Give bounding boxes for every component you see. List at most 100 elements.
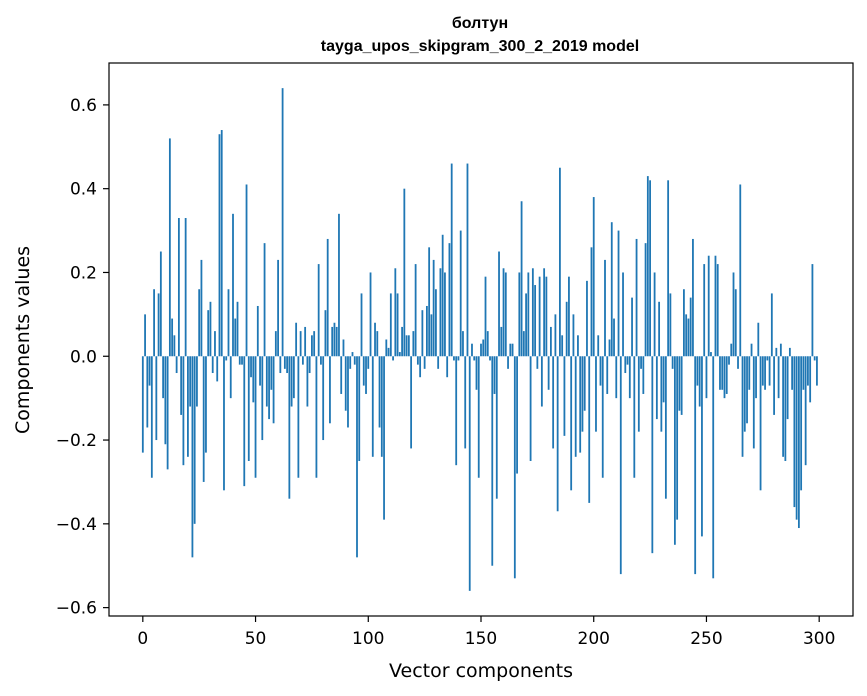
bar-261 [730, 343, 733, 357]
bar-140 [457, 356, 460, 361]
bar-244 [692, 238, 694, 357]
bar-135 [446, 356, 449, 378]
bar-216 [628, 356, 631, 399]
bar-144 [466, 163, 469, 357]
bar-series [141, 88, 818, 591]
bar-101 [369, 272, 372, 357]
bar-6 [155, 356, 158, 441]
bar-198 [588, 356, 591, 503]
bar-9 [162, 356, 165, 399]
bar-283 [779, 343, 782, 357]
bar-165 [513, 356, 516, 579]
bar-263 [734, 289, 737, 357]
bar-277 [766, 356, 769, 361]
bar-173 [531, 268, 534, 357]
bar-77 [315, 356, 318, 478]
bar-187 [563, 356, 566, 436]
bar-297 [811, 264, 814, 357]
bar-81 [324, 310, 327, 357]
bar-205 [604, 259, 606, 357]
bar-64 [286, 356, 289, 374]
bar-203 [599, 356, 602, 386]
bar-38 [227, 289, 230, 357]
bar-23 [193, 356, 196, 524]
bar-22 [191, 356, 194, 558]
y-tick-label: 0.0 [70, 347, 97, 367]
bar-97 [360, 293, 363, 357]
bar-260 [728, 356, 730, 365]
bar-193 [577, 335, 579, 357]
bar-94 [353, 356, 356, 365]
bar-160 [502, 268, 505, 357]
bar-240 [683, 289, 685, 357]
bar-227 [653, 272, 656, 357]
y-axis: −0.6 −0.4 −0.2 0.0 0.2 0.4 0.6 [56, 96, 109, 619]
bar-248 [701, 356, 703, 537]
chart-subtitle: tayga_upos_skipgram_300_2_2019 model [321, 38, 639, 55]
bar-178 [543, 268, 546, 357]
bar-189 [568, 276, 570, 357]
bar-36 [223, 356, 225, 491]
bar-210 [615, 356, 618, 399]
bar-299 [816, 356, 818, 386]
bar-255 [716, 264, 719, 357]
bar-271 [752, 356, 755, 449]
bar-49 [252, 356, 255, 403]
bar-194 [579, 356, 582, 453]
bar-200 [592, 197, 595, 357]
bar-26 [200, 259, 203, 357]
bar-125 [423, 356, 426, 369]
bar-60 [277, 259, 279, 357]
bar-65 [288, 356, 291, 499]
plot-frame [108, 62, 854, 617]
bar-251 [707, 255, 710, 357]
bar-215 [626, 356, 629, 365]
bar-129 [432, 259, 435, 357]
bar-225 [649, 180, 651, 357]
bar-232 [664, 356, 667, 499]
bar-289 [793, 356, 796, 508]
bar-12 [168, 138, 171, 357]
bar-250 [705, 356, 708, 399]
bar-99 [365, 356, 367, 394]
bar-122 [416, 356, 419, 365]
bar-184 [556, 356, 559, 512]
x-tick-label: 50 [245, 629, 267, 649]
bar-192 [574, 356, 577, 457]
bar-185 [559, 167, 561, 357]
y-tick-label: 0.4 [70, 180, 97, 200]
bar-73 [306, 356, 309, 407]
bar-20 [187, 356, 189, 457]
bar-290 [795, 356, 798, 520]
bar-80 [322, 356, 325, 441]
bar-156 [493, 356, 496, 394]
bar-90 [344, 356, 347, 411]
bar-213 [622, 272, 624, 357]
bar-137 [450, 163, 453, 357]
bar-199 [590, 247, 593, 357]
bar-214 [624, 356, 627, 374]
bar-76 [313, 331, 316, 357]
bar-191 [572, 314, 575, 357]
bar-252 [710, 352, 712, 357]
bar-256 [719, 356, 721, 390]
bar-24 [196, 356, 198, 407]
bar-211 [617, 230, 620, 357]
bar-120 [412, 331, 415, 357]
bar-133 [441, 234, 444, 357]
bar-169 [522, 331, 525, 357]
bar-52 [259, 356, 261, 386]
bar-34 [218, 134, 221, 357]
bar-70 [299, 331, 302, 357]
bar-78 [317, 264, 320, 357]
bar-241 [685, 314, 688, 357]
bar-102 [371, 356, 374, 457]
bar-188 [565, 301, 568, 357]
bar-143 [464, 356, 467, 449]
bar-223 [644, 243, 647, 357]
bar-158 [498, 251, 500, 357]
bar-230 [660, 356, 663, 432]
bar-19 [184, 218, 187, 357]
bar-254 [714, 255, 717, 357]
bar-131 [437, 356, 440, 369]
